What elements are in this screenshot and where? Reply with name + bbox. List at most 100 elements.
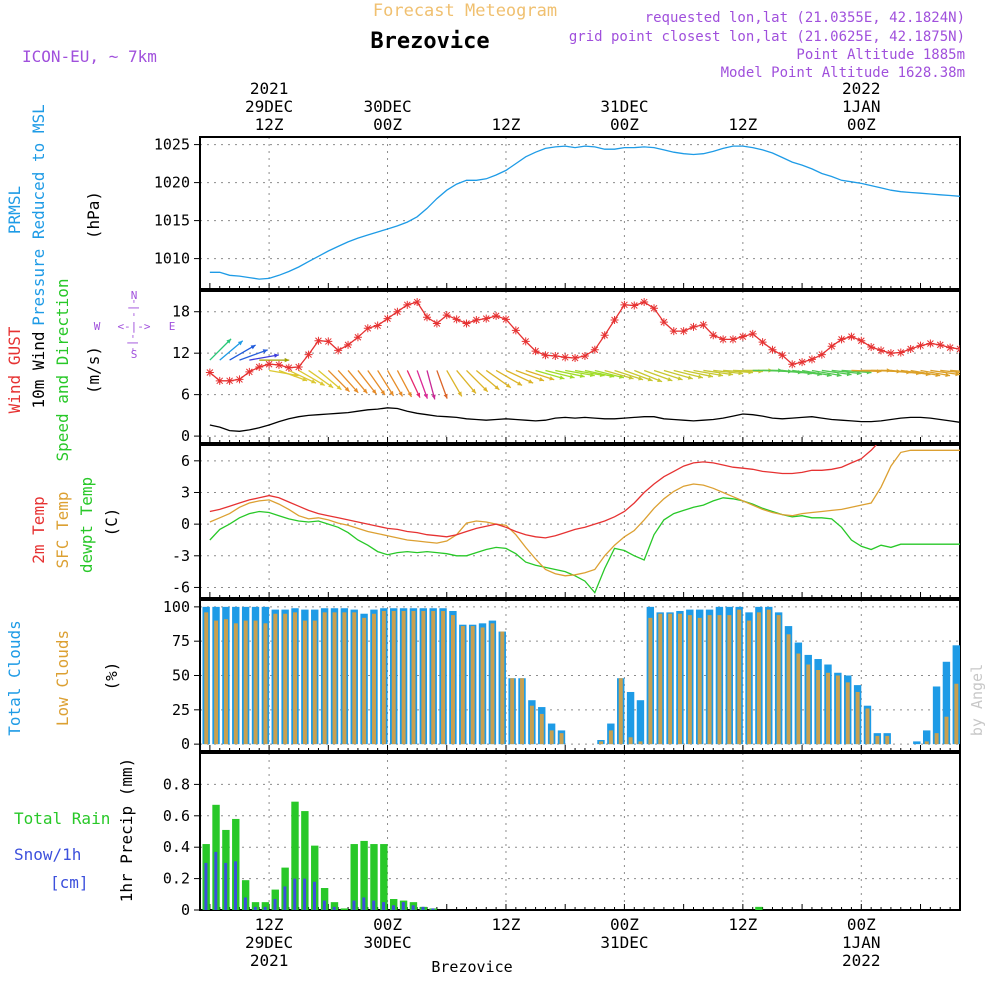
low-clouds-label: Low Clouds <box>53 630 72 726</box>
wind-arrow <box>209 338 232 361</box>
gust-marker <box>610 316 619 325</box>
wind-arrow-head <box>667 377 673 382</box>
y-tick-label: 0 <box>181 427 190 445</box>
y-tick-label: 1025 <box>154 136 190 154</box>
top-time-label: 29DEC <box>245 97 293 116</box>
panel-frame <box>199 444 961 599</box>
snow-bar <box>411 905 415 910</box>
wind-arrow-head <box>517 381 523 386</box>
low-cloud-bar <box>450 615 455 745</box>
snow-bar <box>352 900 356 910</box>
compass-dash-top: -|- <box>128 298 141 318</box>
gust-marker <box>956 345 960 354</box>
wind-arrow <box>584 369 615 378</box>
wind-arrow <box>792 369 823 376</box>
wind-arrow <box>959 370 960 372</box>
gust-marker <box>344 340 353 349</box>
low-cloud-bar <box>924 741 929 745</box>
low-cloud-bar <box>520 678 525 745</box>
top-time-label: 12Z <box>728 115 757 134</box>
gust-marker <box>620 300 629 309</box>
rain-bar <box>261 902 270 910</box>
wind-arrow <box>327 369 350 393</box>
wind-arrow-head <box>728 371 734 377</box>
y-tick-label: 0 <box>181 515 190 533</box>
gust-marker <box>403 300 412 309</box>
gust-marker <box>521 337 530 346</box>
snow-bar <box>303 878 307 910</box>
gust-marker <box>650 304 659 313</box>
total-cloud-bar <box>932 686 941 745</box>
snow-bar <box>293 878 297 910</box>
compass-n: N <box>131 289 138 302</box>
wind-arrow-head <box>302 377 308 382</box>
bottom-time-label: 30DEC <box>363 933 411 952</box>
gust-marker <box>324 337 333 346</box>
sfc-label: SFC Temp <box>53 491 72 568</box>
low-cloud-bar <box>796 653 801 745</box>
low-cloud-bar <box>362 617 367 745</box>
y-tick-label: 6 <box>181 452 190 470</box>
wind-label: 10m Wind <box>29 331 48 408</box>
rain-bar <box>241 880 250 910</box>
wind-arrow <box>634 369 663 383</box>
y-tick-label: 18 <box>172 303 190 321</box>
gust-marker <box>896 348 905 357</box>
wind-arrow-head <box>344 386 350 392</box>
wind-arrow-head <box>698 374 703 379</box>
low-cloud-bar <box>204 612 209 745</box>
gust-marker <box>383 314 392 323</box>
wind-arrow <box>515 369 545 382</box>
sfc-temp-line <box>209 449 960 577</box>
wind-arrow <box>565 369 595 377</box>
gust-label: Wind GUST <box>5 326 24 413</box>
snow-bar <box>382 902 386 910</box>
low-cloud-bar <box>411 610 416 745</box>
low-cloud-bar <box>263 623 268 745</box>
wind-arrow <box>249 354 280 361</box>
gust-marker <box>857 336 866 345</box>
wind-arrow-head <box>398 391 403 397</box>
snow-bar <box>313 881 316 910</box>
wind-arrow-head <box>371 389 377 395</box>
wind-arrow-head <box>262 349 268 354</box>
wind-arrow <box>604 369 634 380</box>
wind-arrow <box>574 369 605 377</box>
wind-arrow <box>801 369 832 377</box>
gust-marker <box>363 324 372 333</box>
wind-arrow <box>268 369 299 377</box>
gust-marker <box>817 350 826 359</box>
wind-arrow <box>298 369 326 387</box>
snow-label: Snow/1h <box>14 845 81 864</box>
y-tick-label: 12 <box>172 344 190 362</box>
y-tick-label: 1020 <box>154 174 190 192</box>
snow-bar <box>332 906 336 910</box>
low-cloud-bar <box>490 623 495 745</box>
gust-marker <box>215 376 224 385</box>
gust-marker <box>492 311 501 320</box>
wind-arrow <box>821 369 852 376</box>
rain-bar <box>330 902 339 910</box>
wind-arrow <box>396 370 413 398</box>
gust-marker <box>235 375 244 384</box>
low-cloud-bar <box>421 610 426 745</box>
top-time-label: 00Z <box>610 115 639 134</box>
snow-bar <box>263 906 267 910</box>
bottom-time-label: 12Z <box>492 915 521 934</box>
low-cloud-bar <box>312 620 317 745</box>
wind-arrow-head <box>579 373 585 378</box>
requested-coords: requested lon,lat (21.0355E, 42.1824N) <box>645 10 965 26</box>
low-cloud-bar <box>233 623 238 745</box>
gust-marker <box>205 368 214 377</box>
low-cloud-bar <box>855 691 860 745</box>
wind-arrow <box>229 344 256 361</box>
low-cloud-bar <box>510 678 515 745</box>
low-cloud-bar <box>944 716 949 745</box>
gust-marker <box>669 327 678 336</box>
gust-marker <box>728 335 737 344</box>
gust-marker <box>561 353 570 362</box>
gust-marker <box>886 349 895 358</box>
low-cloud-bar <box>756 612 761 745</box>
